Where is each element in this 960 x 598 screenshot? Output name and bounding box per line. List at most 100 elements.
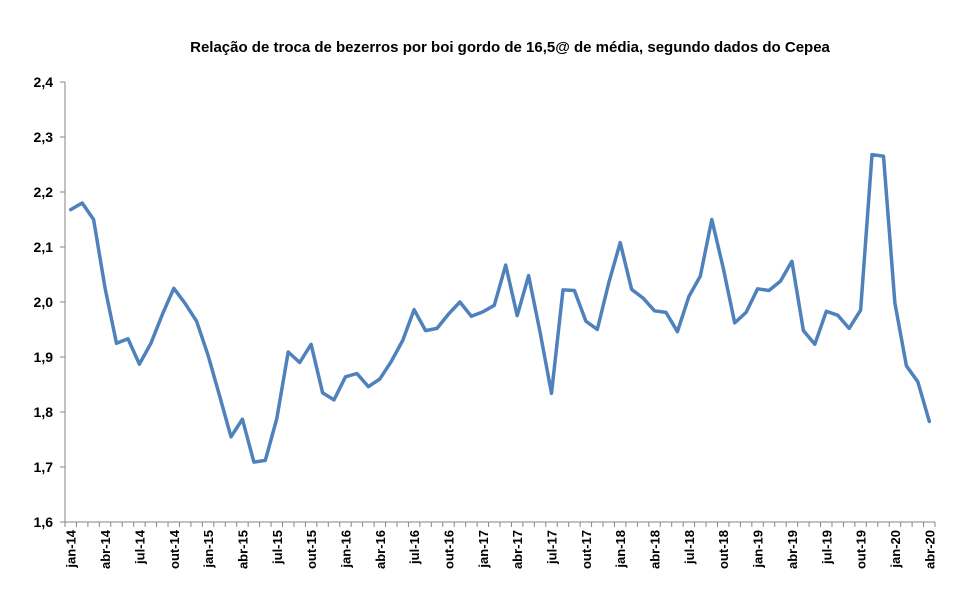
data-point xyxy=(550,392,553,395)
data-point xyxy=(298,361,301,364)
data-point xyxy=(252,461,255,464)
x-tick-label: jan-18 xyxy=(613,530,628,569)
y-tick-label: 1,9 xyxy=(34,349,54,365)
data-point xyxy=(710,218,713,221)
chart-title: Relação de troca de bezerros por boi gor… xyxy=(190,39,830,56)
series-layer xyxy=(68,152,932,464)
data-point xyxy=(882,155,885,158)
data-point xyxy=(195,320,198,323)
x-tick-label: abr-19 xyxy=(785,530,800,569)
data-point xyxy=(287,351,290,354)
data-point xyxy=(69,208,72,211)
data-point xyxy=(665,311,668,314)
data-point xyxy=(230,435,233,438)
x-tick-label: jan-17 xyxy=(476,530,491,569)
x-tick-label: out-14 xyxy=(167,529,182,569)
x-tick-label: jul-19 xyxy=(819,530,834,565)
data-point xyxy=(264,459,267,462)
y-tick-label: 1,8 xyxy=(34,404,54,420)
data-point xyxy=(218,394,221,397)
x-tick-label: jul-16 xyxy=(407,530,422,565)
data-point xyxy=(401,339,404,342)
data-point xyxy=(745,311,748,314)
x-tick-label: jul-15 xyxy=(270,530,285,565)
x-tick-label: jul-17 xyxy=(545,530,560,565)
x-tick-label: abr-14 xyxy=(98,529,113,569)
x-tick-label: jan-15 xyxy=(201,530,216,569)
data-point xyxy=(436,327,439,330)
x-tick-label: out-18 xyxy=(716,530,731,569)
data-point xyxy=(779,280,782,283)
x-tick-label: out-19 xyxy=(854,530,869,569)
data-point xyxy=(241,418,244,421)
data-point xyxy=(562,288,565,291)
data-point xyxy=(310,343,313,346)
data-point xyxy=(447,313,450,316)
data-point xyxy=(207,354,210,357)
data-point xyxy=(836,314,839,317)
data-point xyxy=(653,309,656,312)
data-point xyxy=(275,417,278,420)
data-point xyxy=(584,320,587,323)
data-point xyxy=(413,308,416,311)
data-point xyxy=(859,309,862,312)
data-point xyxy=(813,343,816,346)
data-point xyxy=(92,218,95,221)
x-tick-label: abr-17 xyxy=(510,530,525,569)
data-point xyxy=(516,314,519,317)
x-axis: jan-14 abr-14 jul-14 out-14 jan-15 abr-15 jul-… xyxy=(64,521,937,569)
x-tick-label: out-17 xyxy=(579,530,594,569)
x-tick-label: jul-18 xyxy=(682,530,697,565)
data-point xyxy=(642,297,645,300)
y-tick-label: 1,7 xyxy=(34,459,54,475)
data-point xyxy=(527,274,530,277)
data-point xyxy=(630,288,633,291)
x-tick-label: jan-14 xyxy=(64,529,79,568)
data-point xyxy=(115,342,118,345)
x-tick-label: out-15 xyxy=(304,530,319,569)
data-point xyxy=(539,331,542,334)
data-point xyxy=(790,260,793,263)
data-point xyxy=(81,202,84,205)
data-point xyxy=(127,337,130,340)
data-point xyxy=(687,295,690,298)
data-point xyxy=(676,330,679,333)
y-tick-label: 2,2 xyxy=(34,184,54,200)
data-point xyxy=(916,380,919,383)
data-point xyxy=(333,398,336,401)
data-point xyxy=(573,289,576,292)
data-point xyxy=(481,310,484,313)
data-point xyxy=(756,287,759,290)
x-tick-label: jan-20 xyxy=(888,530,903,569)
x-tick-label: jan-16 xyxy=(338,530,353,569)
y-tick-label: 2,0 xyxy=(34,294,54,310)
x-tick-label: jul-14 xyxy=(132,529,147,565)
data-point xyxy=(504,264,507,267)
data-point xyxy=(733,321,736,324)
data-point xyxy=(619,241,622,244)
data-point xyxy=(161,313,164,316)
x-tick-label: abr-20 xyxy=(922,530,937,569)
y-tick-label: 2,3 xyxy=(34,129,54,145)
data-point xyxy=(367,385,370,388)
data-point xyxy=(905,364,908,367)
data-point xyxy=(722,266,725,269)
y-tick-label: 2,1 xyxy=(34,239,54,255)
data-point xyxy=(104,287,107,290)
data-point xyxy=(607,281,610,284)
data-point xyxy=(825,310,828,313)
x-tick-label: abr-16 xyxy=(373,530,388,569)
data-point xyxy=(138,363,141,366)
data-point xyxy=(470,315,473,318)
data-point xyxy=(172,287,175,290)
y-tick-label: 1,6 xyxy=(34,514,54,530)
y-axis: 1,6 1,7 1,8 1,9 2,0 2,1 2,2 2,3 2,4 xyxy=(34,74,66,530)
x-tick-label: jan-19 xyxy=(751,530,766,569)
data-point xyxy=(699,275,702,278)
data-point xyxy=(871,153,874,156)
data-point xyxy=(184,302,187,305)
data-point xyxy=(893,302,896,305)
data-point xyxy=(768,289,771,292)
